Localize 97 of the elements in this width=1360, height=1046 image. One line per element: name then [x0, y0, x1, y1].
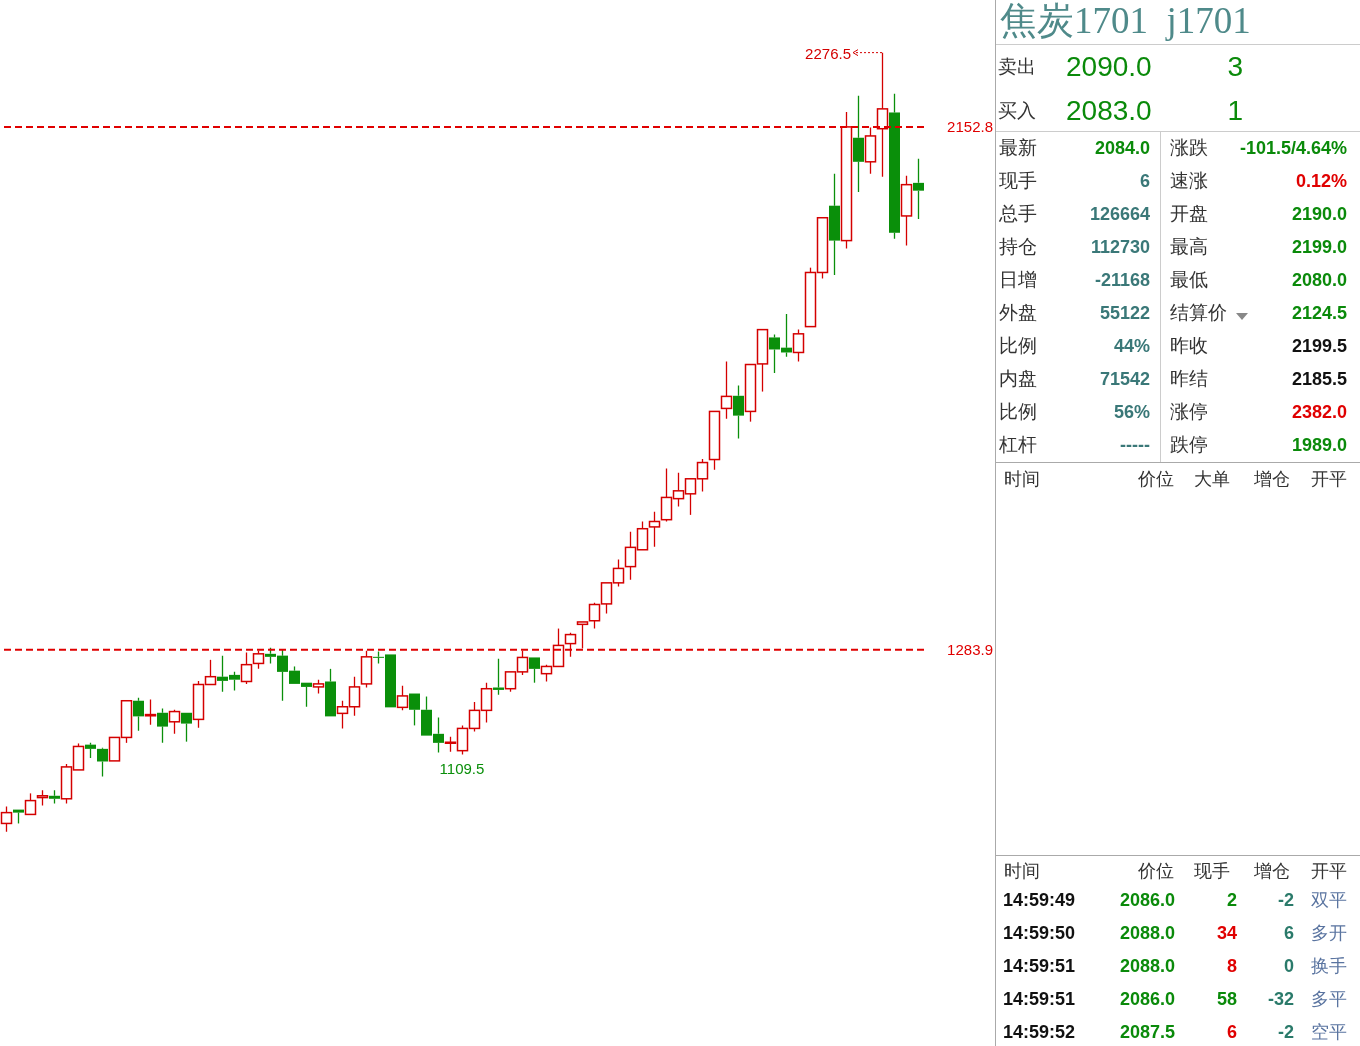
text: 开平: [1311, 861, 1347, 881]
text: 时间: [1004, 469, 1040, 489]
text: 34: [1216, 923, 1237, 943]
candlestick: [144, 698, 157, 726]
text: 2199.0: [1291, 237, 1347, 257]
text: 焦炭1701 j1701: [1000, 0, 1251, 41]
text: 14:59:51: [1003, 956, 1076, 976]
text: 内盘: [999, 368, 1037, 389]
text: 2199.5: [1291, 336, 1347, 356]
text: 2088.0: [1119, 923, 1175, 943]
text: 开盘: [1170, 203, 1208, 224]
text: 44%: [1113, 336, 1150, 356]
text: 杠杆: [999, 434, 1037, 455]
text: 14:59:50: [1003, 923, 1076, 943]
text: 增仓: [1254, 469, 1290, 489]
text: 0: [1283, 956, 1294, 976]
text: 卖出: [998, 56, 1036, 77]
text: 126664: [1089, 204, 1150, 224]
text: -21168: [1094, 270, 1150, 290]
candlestick: [900, 174, 913, 247]
text: 跌停: [1170, 434, 1208, 455]
text: 1: [1227, 95, 1243, 126]
text: 现手: [1194, 861, 1230, 881]
text: 最新: [999, 137, 1037, 158]
text: 14:59:52: [1003, 1022, 1076, 1042]
text: 空平: [1311, 1022, 1347, 1042]
text: 大单: [1194, 469, 1230, 489]
text: 14:59:51: [1003, 989, 1076, 1009]
text: 买入: [998, 100, 1036, 121]
text: 速涨: [1170, 170, 1208, 191]
candlestick: [733, 384, 744, 440]
text: 比例: [999, 335, 1037, 356]
text: 增仓: [1254, 861, 1290, 881]
text: 55122: [1099, 303, 1150, 323]
text: 2086.0: [1119, 890, 1175, 910]
text: 2: [1226, 890, 1237, 910]
text: 2084.0: [1094, 138, 1150, 158]
text: 71542: [1099, 369, 1150, 389]
text: 2185.5: [1291, 369, 1347, 389]
text: -101.5/4.64%: [1239, 138, 1347, 158]
text: 涨停: [1170, 401, 1208, 422]
text: 2080.0: [1291, 270, 1347, 290]
candlestick: [864, 126, 877, 175]
text: 时间: [1004, 861, 1040, 881]
text: 昨结: [1170, 368, 1208, 389]
text: 涨跌: [1170, 137, 1208, 158]
text: 价位: [1138, 469, 1174, 489]
text: 3: [1227, 51, 1243, 82]
text: 结算价: [1170, 302, 1227, 323]
annotation: 1109.5: [439, 759, 485, 777]
text: 2124.5: [1291, 303, 1347, 323]
y-tick-label: 1283.9: [947, 640, 993, 658]
text: 多开: [1311, 923, 1347, 943]
text: 价位: [1138, 861, 1174, 881]
candlestick: [720, 360, 733, 420]
annotation: 2276.5: [805, 44, 851, 62]
text: -----: [1120, 435, 1150, 455]
text: 2090.0: [1066, 51, 1152, 82]
text: 双平: [1311, 890, 1347, 910]
text: 56%: [1113, 402, 1150, 422]
text: 1989.0: [1291, 435, 1347, 455]
text: 6: [1139, 171, 1150, 191]
candlestick: [157, 707, 168, 744]
text: -2: [1277, 1022, 1294, 1042]
text: 8: [1226, 956, 1237, 976]
text: 2087.5: [1119, 1022, 1175, 1042]
text: 58: [1216, 989, 1237, 1009]
text: 换手: [1311, 956, 1347, 976]
y-tick-label: 2152.8: [947, 118, 993, 136]
text: 6: [1226, 1022, 1237, 1042]
text: 2088.0: [1119, 956, 1175, 976]
text: -32: [1267, 989, 1294, 1009]
candlestick: [853, 94, 864, 193]
text: 2382.0: [1291, 402, 1347, 422]
text: 最高: [1170, 236, 1208, 257]
text: 14:59:49: [1003, 890, 1076, 910]
text: 比例: [999, 401, 1037, 422]
text: -2: [1277, 890, 1294, 910]
text: 0.12%: [1295, 171, 1347, 191]
text: 2190.0: [1291, 204, 1347, 224]
text: 最低: [1170, 269, 1208, 290]
text: 开平: [1311, 469, 1347, 489]
text: 昨收: [1170, 335, 1208, 356]
text: 2086.0: [1119, 989, 1175, 1009]
candlestick: [829, 173, 840, 276]
candlestick: [648, 511, 661, 548]
candlestick: [889, 93, 900, 240]
candlestick: [913, 158, 924, 220]
text: 现手: [999, 170, 1037, 191]
text: 日增: [999, 269, 1037, 290]
text: 6: [1283, 923, 1294, 943]
text: 持仓: [999, 236, 1037, 257]
text: 外盘: [999, 302, 1037, 323]
text: 2083.0: [1066, 95, 1152, 126]
text: 总手: [999, 203, 1037, 224]
text: 112730: [1090, 237, 1150, 257]
text: 多平: [1311, 989, 1347, 1009]
